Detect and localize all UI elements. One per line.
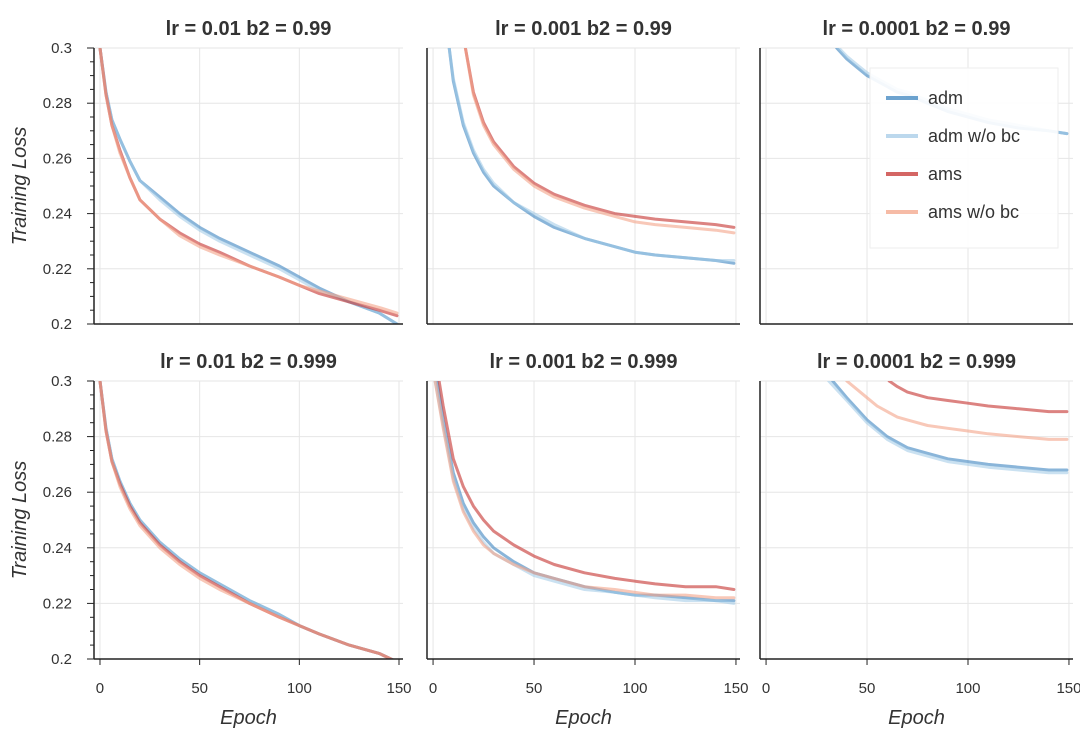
panel-6: 0 50 100 150 lr = 0.0001 b2 = 0.999 Epoch <box>759 351 1080 729</box>
series-line-ams_wobc <box>98 381 395 659</box>
series-line-ams_wobc <box>98 48 399 315</box>
y-tick-label: 0.22 <box>43 595 72 612</box>
series-line-ams_wobc <box>845 381 1069 441</box>
panel-title: lr = 0.001 b2 = 0.999 <box>490 351 678 373</box>
x-tick-label: 50 <box>191 680 208 697</box>
x-tick-label: 100 <box>622 680 647 697</box>
legend-label-adm_wobc: adm w/o bc <box>928 126 1020 146</box>
series-line-ams_wobc <box>463 48 736 235</box>
y-axis-label: Training Loss <box>9 461 31 580</box>
panel-title: lr = 0.0001 b2 = 0.99 <box>823 18 1011 40</box>
y-tick-label: 0.24 <box>43 206 72 223</box>
x-tick-label: 100 <box>287 680 312 697</box>
legend-label-adm: adm <box>928 88 963 108</box>
x-tick-label: 0 <box>96 680 104 697</box>
x-tick-label: 50 <box>526 680 543 697</box>
x-tick-label: 100 <box>955 680 980 697</box>
x-tick-label: 150 <box>723 680 748 697</box>
series-line-ams_wobc <box>433 381 736 600</box>
y-tick-label: 0.3 <box>51 373 72 390</box>
y-tick-label: 0.26 <box>43 484 72 501</box>
series-line-adm <box>447 48 736 265</box>
x-tick-label: 150 <box>386 680 411 697</box>
panel-title: lr = 0.001 b2 = 0.99 <box>495 18 672 40</box>
y-axis-label: Training Loss <box>9 127 31 246</box>
legend-label-ams: ams <box>928 164 962 184</box>
series-line-adm <box>831 381 1069 472</box>
series-line-ams <box>463 48 736 229</box>
series-line-adm <box>98 381 395 659</box>
x-axis-label: Epoch <box>555 707 612 729</box>
y-tick-label: 0.22 <box>43 261 72 278</box>
series-line-ams <box>98 48 399 318</box>
x-tick-label: 50 <box>859 680 876 697</box>
y-tick-label: 0.2 <box>51 316 72 333</box>
y-tick-label: 0.28 <box>43 95 72 112</box>
x-axis-label: Epoch <box>220 707 277 729</box>
series-line-ams <box>437 381 736 591</box>
series-line-adm_wobc <box>98 381 395 659</box>
legend-label-ams_wobc: ams w/o bc <box>928 202 1019 222</box>
panel-title: lr = 0.01 b2 = 0.999 <box>160 351 337 373</box>
panel-2: lr = 0.001 b2 = 0.99 <box>426 18 740 325</box>
y-tick-label: 0.2 <box>51 651 72 668</box>
panel-title: lr = 0.01 b2 = 0.99 <box>166 18 332 40</box>
x-tick-label: 0 <box>762 680 770 697</box>
panel-5: 0 50 100 150 lr = 0.001 b2 = 0.999 Epoch <box>426 351 748 729</box>
panel-title: lr = 0.0001 b2 = 0.999 <box>817 351 1016 373</box>
x-tick-label: 0 <box>429 680 437 697</box>
series-line-adm_wobc <box>98 48 399 324</box>
series-line-adm_wobc <box>827 381 1069 475</box>
x-axis-label: Epoch <box>888 707 945 729</box>
panels: 0.2 0.22 0.24 0.26 0.28 0.3 lr = 0.01 b2 = 0.9… <box>9 18 1080 729</box>
y-tick-label: 0.26 <box>43 150 72 167</box>
series-line-ams <box>887 381 1069 414</box>
x-tick-label: 150 <box>1056 680 1080 697</box>
y-tick-label: 0.3 <box>51 40 72 57</box>
legend: adm adm w/o bc ams ams w/o bc <box>869 67 1059 249</box>
y-tick-label: 0.24 <box>43 540 72 557</box>
panel-4: 0.2 0.22 0.24 0.26 0.28 0.3 0 50 100 150 lr = 0.01… <box>9 351 412 729</box>
panel-1: 0.2 0.22 0.24 0.26 0.28 0.3 lr = 0.01 b2 = 0.9… <box>9 18 403 333</box>
series-line-adm <box>435 381 736 603</box>
y-tick-label: 0.28 <box>43 429 72 446</box>
series-line-adm_wobc <box>447 48 736 262</box>
series-line-ams <box>98 381 395 659</box>
